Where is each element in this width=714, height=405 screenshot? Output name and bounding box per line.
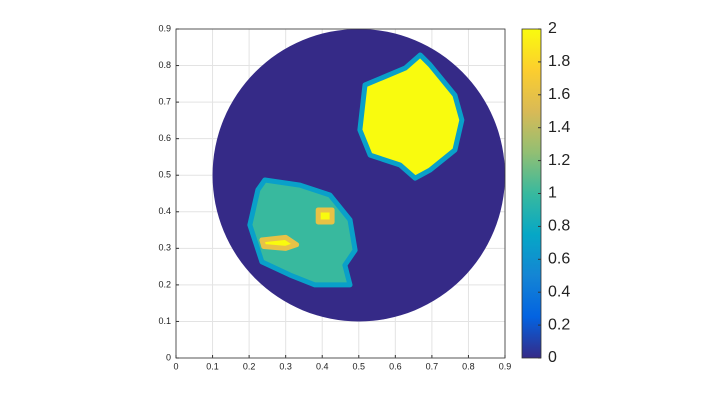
y-tick-label: 0.4 [158,206,171,216]
colorbar-tick-label: 1 [548,185,557,202]
y-tick-label: 0.3 [158,243,171,253]
colorbar-tick-label: 2 [548,20,557,37]
x-tick-label: 0.4 [316,361,329,371]
y-tick-label: 0.9 [158,23,171,33]
x-tick-label: 0.8 [462,361,475,371]
disc [212,29,505,322]
axes-frame [175,28,506,359]
y-tick-label: 0.8 [158,60,171,70]
x-tick-label: 0.1 [206,361,219,371]
colorbar-tick-label: 1.2 [548,152,570,169]
x-tick-label: 0 [173,361,178,371]
region [357,52,465,181]
region [259,234,300,251]
y-tick-label: 0.5 [158,170,171,180]
colorbar-tick-label: 0.2 [548,316,570,333]
x-tick-label: 0.2 [243,361,256,371]
y-tick-label: 0.7 [158,96,171,106]
x-tick-label: 0.7 [426,361,439,371]
colorbar-tick-label: 0.8 [548,218,570,235]
colorbar-tick-label: 1.8 [548,53,570,70]
x-tick-label: 0.5 [353,361,366,371]
colorbar-tick-label: 0.6 [548,251,570,268]
y-tick-label: 0.1 [158,316,171,326]
region [247,177,358,288]
x-tick-label: 0.3 [279,361,292,371]
x-tick-label: 0.9 [499,361,512,371]
region [315,207,335,225]
colorbar-tick-label: 0.4 [548,283,570,300]
x-tick-label: 0.6 [389,361,402,371]
colorbar-tick-label: 1.6 [548,86,570,103]
colorbar-tick-label: 1.4 [548,119,570,136]
colorbar-tick-label: 0 [548,349,557,366]
y-tick-label: 0 [166,352,171,362]
y-tick-label: 0.6 [158,133,171,143]
y-tick-label: 0.2 [158,279,171,289]
